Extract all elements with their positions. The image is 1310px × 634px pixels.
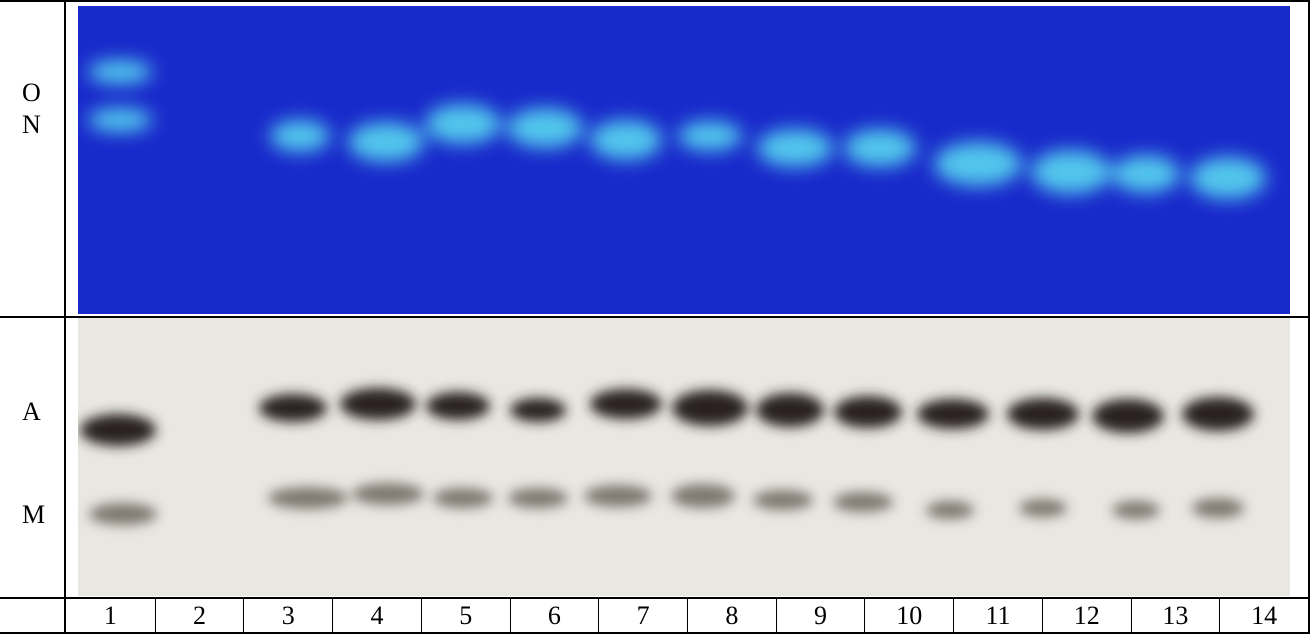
lane-number: 4 <box>332 598 421 634</box>
lane-number: 9 <box>775 598 865 634</box>
border <box>0 0 1310 2</box>
lane-number: 14 <box>1219 598 1308 634</box>
lane-number: 5 <box>420 598 510 634</box>
lane-number: 13 <box>1130 598 1220 634</box>
lane-number: 7 <box>598 598 687 634</box>
lane-number: 6 <box>509 598 599 634</box>
lane-number: 11 <box>953 598 1042 634</box>
band-label: O <box>22 78 41 107</box>
border <box>1308 0 1310 634</box>
band-label: A <box>22 397 41 426</box>
lane-number: 10 <box>864 598 953 634</box>
border <box>0 597 1310 599</box>
border <box>64 0 66 634</box>
band-label: M <box>22 500 46 529</box>
uv-gel-image <box>78 6 1290 314</box>
lane-number: 12 <box>1041 598 1131 634</box>
lane-number: 1 <box>103 601 117 630</box>
lane-number: 8 <box>687 598 776 634</box>
border <box>0 632 1310 634</box>
lane-number: 3 <box>243 598 332 634</box>
band-label: N <box>22 110 41 139</box>
autoradiograph-image <box>78 318 1290 596</box>
lane-number: 2 <box>154 598 244 634</box>
border <box>0 316 1310 318</box>
